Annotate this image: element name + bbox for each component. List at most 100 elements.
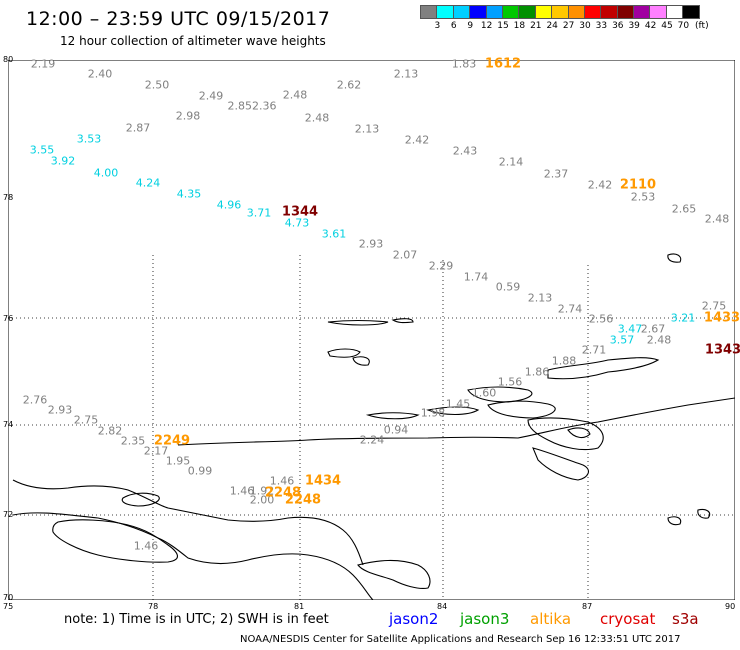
color-scale-legend bbox=[420, 5, 700, 19]
footnote: note: 1) Time is in UTC; 2) SWH is in fe… bbox=[64, 612, 329, 627]
scale-swatch bbox=[583, 5, 602, 19]
scale-label: (ft) bbox=[695, 21, 709, 31]
wave-height-value: 2.56 bbox=[588, 312, 614, 326]
wave-height-value: 0.94 bbox=[383, 423, 409, 437]
wave-height-value: 1.92 bbox=[249, 484, 275, 498]
wave-height-value: 2.13 bbox=[393, 67, 419, 81]
scale-swatch bbox=[420, 5, 438, 19]
wave-height-value: 3.47 bbox=[617, 322, 643, 336]
lon-label: 90 bbox=[725, 602, 736, 611]
wave-height-value: 2.98 bbox=[175, 109, 201, 123]
scale-swatch bbox=[633, 5, 651, 19]
wave-height-value: 2.53 bbox=[630, 190, 656, 204]
wave-height-value: 4.35 bbox=[176, 187, 202, 201]
wave-height-value: 2.76 bbox=[22, 393, 48, 407]
scale-swatch bbox=[600, 5, 618, 19]
wave-height-value: 0.99 bbox=[187, 464, 213, 478]
wave-height-value: 2.75 bbox=[701, 299, 727, 313]
wave-height-value: 2.93 bbox=[358, 237, 384, 251]
pass-time-label: 2248 bbox=[264, 485, 302, 501]
wave-height-map bbox=[8, 60, 735, 600]
wave-height-value: 2.17 bbox=[143, 444, 169, 458]
scale-label: 30 bbox=[579, 21, 591, 31]
wave-height-value: 2.37 bbox=[543, 167, 569, 181]
wave-height-value: 2.71 bbox=[581, 343, 607, 357]
scale-label: 42 bbox=[644, 21, 657, 31]
lon-label: 87 bbox=[582, 602, 593, 611]
wave-height-value: 2.48 bbox=[646, 333, 672, 347]
scale-label: 33 bbox=[595, 21, 608, 31]
lat-label: 78 bbox=[3, 193, 14, 202]
wave-height-value: 2.48 bbox=[304, 111, 330, 125]
lat-label: 76 bbox=[3, 314, 14, 323]
wave-height-value: 4.00 bbox=[93, 166, 119, 180]
lat-label: 70 bbox=[3, 593, 14, 602]
scale-swatch bbox=[436, 5, 454, 19]
scale-label: 3 bbox=[434, 21, 441, 31]
wave-height-value: 2.65 bbox=[671, 202, 697, 216]
wave-height-value: 2.14 bbox=[498, 155, 524, 169]
wave-height-value: 1.98 bbox=[420, 406, 446, 420]
wave-height-value: 2.00 bbox=[249, 493, 275, 507]
wave-height-value: 1.46 bbox=[269, 474, 295, 488]
satellite-legend-item: s3a bbox=[672, 610, 699, 628]
scale-label: 21 bbox=[530, 21, 542, 31]
wave-height-value: 2.50 bbox=[144, 78, 170, 92]
wave-height-value: 2.07 bbox=[392, 248, 418, 262]
wave-height-value: 2.43 bbox=[452, 144, 478, 158]
lat-label: 72 bbox=[3, 510, 14, 519]
map-subtitle: 12 hour collection of altimeter wave hei… bbox=[60, 34, 326, 48]
wave-height-value: 3.53 bbox=[76, 132, 102, 146]
scale-swatch bbox=[665, 5, 684, 19]
wave-height-value: 2.13 bbox=[527, 291, 553, 305]
pass-time-label: 1343 bbox=[704, 342, 740, 358]
wave-height-value: 3.57 bbox=[609, 333, 635, 347]
scale-label: 15 bbox=[497, 21, 509, 31]
wave-height-value: 3.61 bbox=[321, 227, 347, 241]
pass-time-label: 2249 bbox=[153, 433, 191, 449]
scale-swatch bbox=[649, 5, 667, 19]
scale-label: 70 bbox=[677, 21, 690, 31]
scale-swatch bbox=[616, 5, 635, 19]
wave-height-value: 2.49 bbox=[198, 89, 224, 103]
pass-time-label: 1433 bbox=[703, 310, 740, 326]
lon-label: 78 bbox=[148, 602, 159, 611]
scale-label: 12 bbox=[480, 21, 493, 31]
wave-height-value: 1.60 bbox=[471, 386, 497, 400]
scale-label: 36 bbox=[612, 21, 624, 31]
scale-swatch bbox=[469, 5, 487, 19]
wave-height-value: 2.67 bbox=[640, 322, 666, 336]
scale-label: 39 bbox=[628, 21, 640, 31]
satellite-legend-item: jason3 bbox=[460, 610, 510, 628]
scale-swatch bbox=[452, 5, 471, 19]
wave-height-value: 2.19 bbox=[30, 57, 56, 71]
wave-height-value: 2.24 bbox=[359, 433, 385, 447]
scale-label: 18 bbox=[513, 21, 526, 31]
scale-swatch bbox=[501, 5, 520, 19]
lat-label: 80 bbox=[3, 55, 14, 64]
wave-height-value: 3.71 bbox=[246, 206, 272, 220]
wave-height-value: 1.83 bbox=[451, 57, 477, 71]
wave-height-value: 2.74 bbox=[557, 302, 583, 316]
wave-height-value: 3.55 bbox=[29, 143, 55, 157]
scale-label: 24 bbox=[546, 21, 558, 31]
scale-swatch bbox=[518, 5, 536, 19]
scale-swatch bbox=[534, 5, 553, 19]
scale-swatch bbox=[682, 5, 700, 19]
scale-swatch bbox=[485, 5, 503, 19]
scale-label: 6 bbox=[450, 21, 457, 31]
coastline bbox=[12, 253, 735, 600]
wave-height-value: 1.74 bbox=[463, 270, 489, 284]
wave-height-value: 2.35 bbox=[120, 434, 146, 448]
wave-height-value: 3.21 bbox=[670, 311, 696, 325]
pass-time-label: 1612 bbox=[484, 56, 522, 72]
credit-line: NOAA/NESDIS Center for Satellite Applica… bbox=[240, 634, 681, 645]
lon-label: 84 bbox=[437, 602, 448, 611]
wave-height-value: 3.92 bbox=[50, 154, 76, 168]
wave-height-value: 2.48 bbox=[704, 212, 730, 226]
wave-height-value: 2.42 bbox=[404, 133, 430, 147]
scale-swatch bbox=[551, 5, 569, 19]
wave-height-value: 0.59 bbox=[495, 280, 521, 294]
wave-height-value: 4.73 bbox=[284, 216, 310, 230]
wave-height-value: 2.87 bbox=[125, 121, 151, 135]
